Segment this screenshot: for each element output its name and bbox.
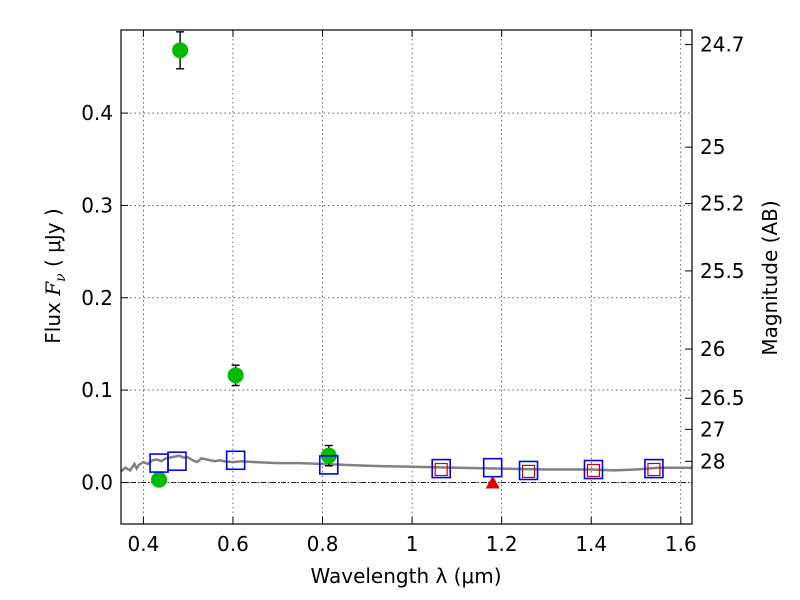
y2-tick-label: 25.2 (700, 192, 745, 216)
y2-tick-label: 25 (700, 135, 725, 159)
model-curve (120, 454, 692, 473)
flux-point (227, 367, 244, 384)
y-tick-label: 0.0 (81, 470, 113, 494)
y-axis-title-symbol: F (41, 281, 65, 297)
data-points (149, 31, 664, 489)
model-photometry-square (431, 458, 452, 479)
x-tick-label: 1 (406, 532, 419, 556)
x-tick-label: 1.6 (665, 532, 697, 556)
model-photometry-square (225, 450, 246, 471)
gridlines (121, 30, 692, 524)
model-photometry-small-square (586, 463, 601, 478)
model-photometry-square (583, 459, 604, 480)
y-tick-label: 0.1 (81, 378, 113, 402)
upper-limit-triangle (485, 475, 500, 489)
model-photometry-square (318, 455, 339, 475)
y2-tick-label: 24.7 (700, 33, 745, 57)
y2-axis-title: Magnitude (AB) (758, 200, 782, 355)
y-axis-title-prefix: Flux (41, 296, 65, 344)
x-tick-label: 0.4 (127, 532, 159, 556)
y-axis-title-suffix: ( μJy ) (41, 208, 65, 273)
x-tick-label: 0.8 (307, 532, 339, 556)
tick-labels: 0.4 0.6 0.8 1 1.2 1.4 1.6 0.0 0.1 0.2 0.3 0.4 24.7 25… (81, 33, 744, 556)
y-tick-label: 0.3 (81, 193, 113, 217)
model-photometry-small-square (434, 462, 448, 477)
plot-frame (120, 29, 693, 525)
y-axis-title-subscript: ν (53, 273, 69, 282)
model-photometry-square (644, 458, 664, 479)
x-tick-label: 1.4 (575, 532, 607, 556)
y2-tick-label: 26 (700, 337, 725, 361)
y2-tick-label: 28 (700, 449, 725, 473)
model-photometry-square (167, 451, 187, 472)
x-tick-label: 1.2 (486, 532, 518, 556)
flux-point (172, 42, 189, 59)
y-tick-label: 0.2 (81, 286, 113, 310)
model-photometry-square (149, 453, 169, 473)
model-photometry-small-square (521, 464, 536, 478)
model-photometry-square (518, 460, 539, 481)
y-tick-label: 0.4 (81, 101, 113, 125)
x-tick-label: 0.6 (217, 532, 249, 556)
y2-tick-label: 26.5 (700, 386, 745, 410)
y2-tick-label: 25.5 (700, 259, 745, 283)
axis-ticks (121, 30, 692, 524)
x-axis-title: Wavelength λ (μm) (310, 564, 501, 588)
y2-tick-label: 27 (700, 417, 725, 441)
flux-point (151, 471, 168, 488)
y-axis-title: Flux Fν ( μJy ) (41, 208, 69, 343)
model-photometry-small-square (647, 462, 661, 477)
model-spectrum (120, 454, 692, 473)
